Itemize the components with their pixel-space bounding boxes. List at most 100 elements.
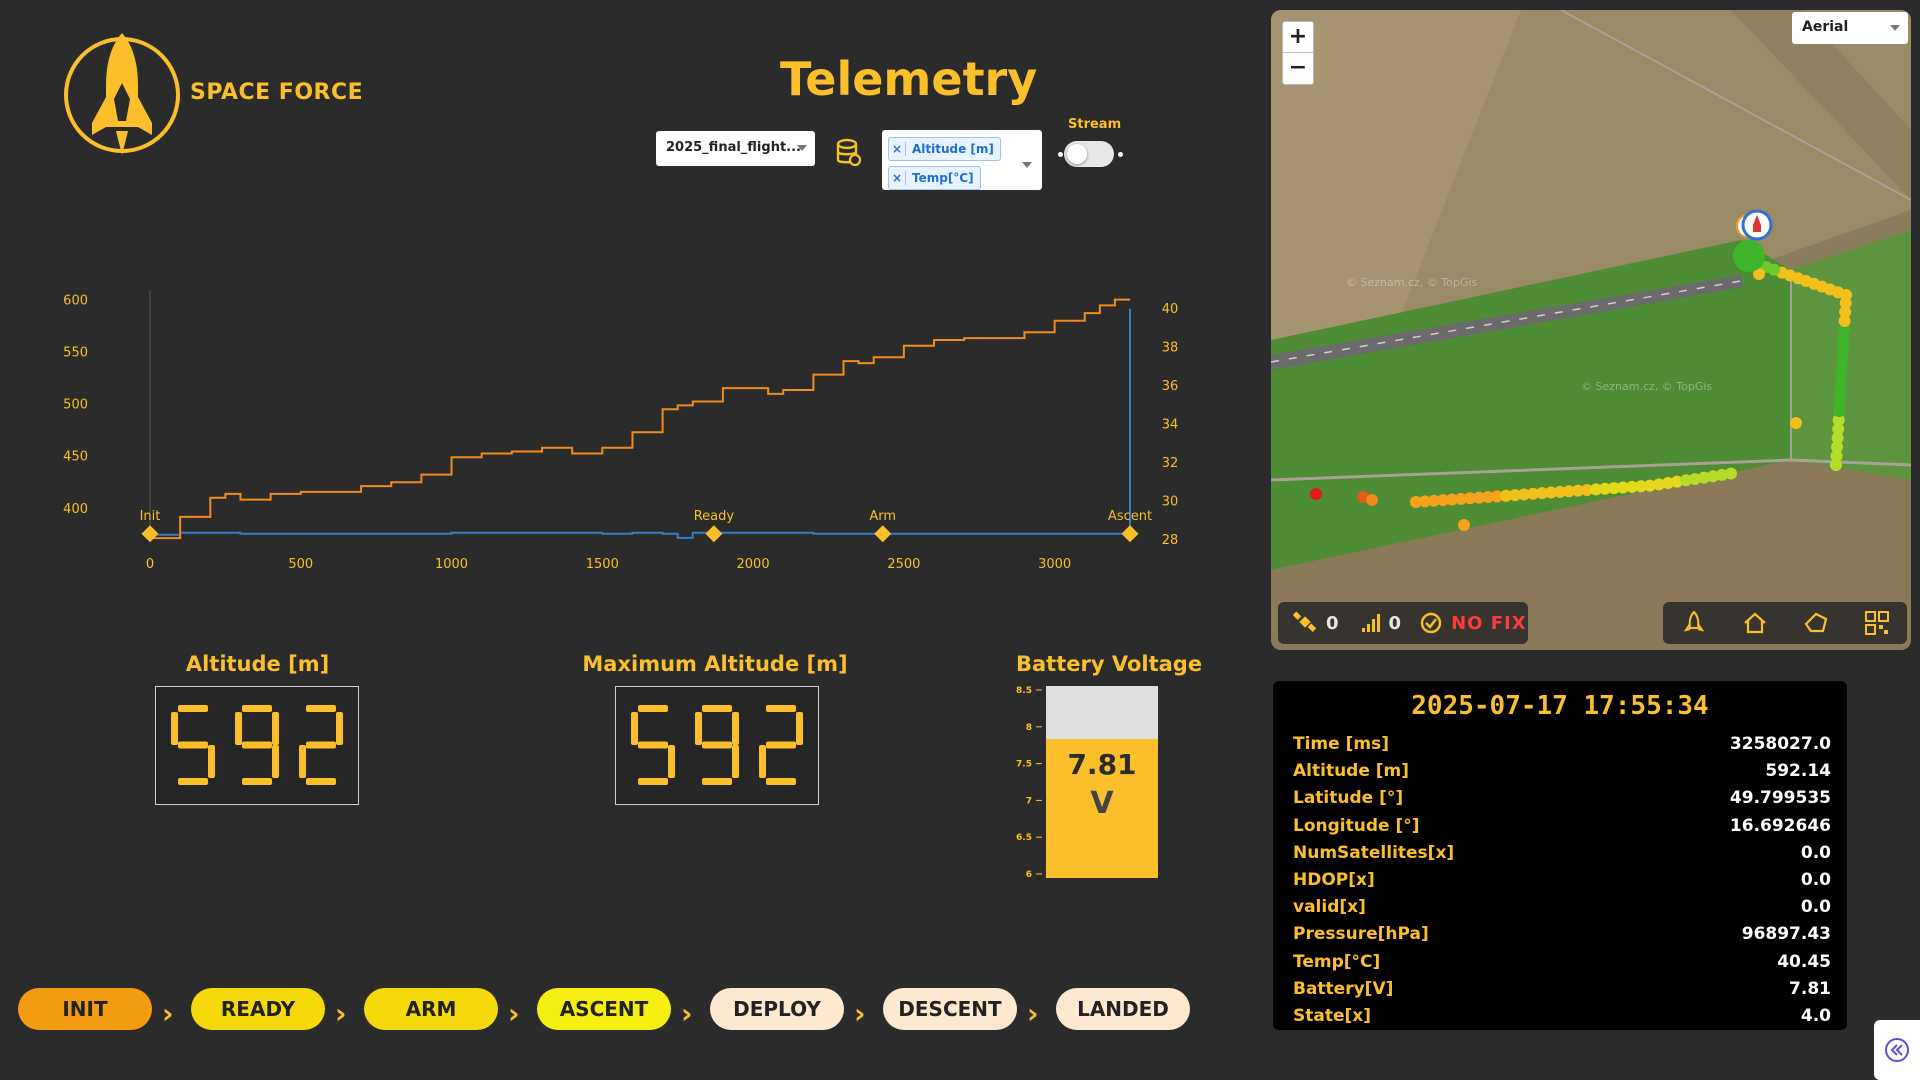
map-watermark: © Seznam.cz, © TopGis bbox=[1581, 380, 1712, 393]
track-point bbox=[1831, 432, 1844, 444]
state-deploy[interactable]: DEPLOY bbox=[710, 988, 844, 1030]
track-point bbox=[1518, 488, 1530, 501]
telemetry-key: Altitude [m] bbox=[1293, 761, 1410, 782]
state-marker-label: Init bbox=[140, 509, 161, 524]
x-tick-label: 2500 bbox=[887, 557, 920, 572]
state-marker[interactable] bbox=[705, 525, 723, 543]
track-point bbox=[1689, 472, 1701, 485]
track-point bbox=[1310, 488, 1322, 500]
x-tick-label: 2000 bbox=[737, 557, 770, 572]
battery-gauge: 7.81 V bbox=[1046, 686, 1158, 878]
telemetry-row: Longitude [°] 16.692646 bbox=[1293, 816, 1831, 843]
telemetry-value: 0.0 bbox=[1800, 870, 1831, 890]
segment bbox=[702, 778, 732, 785]
toggle-dot bbox=[1118, 152, 1123, 157]
track-point bbox=[1428, 494, 1440, 507]
telemetry-value: 592.14 bbox=[1765, 761, 1831, 782]
remove-chip-icon[interactable]: × bbox=[889, 171, 906, 185]
state-init[interactable]: INIT bbox=[18, 988, 152, 1030]
state-descent[interactable]: DESCENT bbox=[883, 988, 1017, 1030]
map-zoom-control: + − bbox=[1282, 21, 1314, 85]
segment bbox=[766, 705, 796, 712]
qr-code-icon[interactable] bbox=[1864, 610, 1890, 636]
track-point bbox=[1833, 396, 1846, 408]
battery-tick-label: 6 bbox=[1026, 870, 1032, 878]
state-marker-label: Ready bbox=[694, 509, 735, 524]
database-reload-icon[interactable] bbox=[836, 138, 862, 168]
track-point bbox=[1833, 405, 1846, 417]
altitude-label: Altitude [m] bbox=[185, 652, 330, 676]
map-type-select[interactable]: Aerial bbox=[1792, 12, 1908, 44]
state-marker[interactable] bbox=[874, 525, 892, 543]
track-point bbox=[1545, 486, 1557, 499]
altitude-seven-segment bbox=[171, 705, 343, 785]
zoom-out-button[interactable]: − bbox=[1288, 55, 1308, 80]
telemetry-row: Battery[V] 7.81 bbox=[1293, 979, 1831, 1006]
track-point bbox=[1790, 417, 1802, 429]
telemetry-value: 0.0 bbox=[1800, 842, 1831, 863]
state-ready[interactable]: READY bbox=[191, 988, 325, 1030]
track-point bbox=[1554, 485, 1566, 498]
home-icon[interactable] bbox=[1742, 610, 1768, 636]
track-point bbox=[1832, 414, 1845, 426]
telemetry-row: Time [ms] 3258027.0 bbox=[1293, 734, 1831, 761]
flight-file-select[interactable]: 2025_final_flight... bbox=[656, 131, 815, 166]
track-point bbox=[1509, 489, 1521, 502]
track-point bbox=[1839, 306, 1852, 318]
state-landed[interactable]: LANDED bbox=[1056, 988, 1190, 1030]
series-chip-temp[interactable]: × Temp[°C] bbox=[888, 166, 981, 190]
x-tick-label: 0 bbox=[146, 557, 154, 572]
satellite-count: 0 bbox=[1326, 612, 1339, 634]
telemetry-row: Temp[°C] 40.45 bbox=[1293, 952, 1831, 979]
segment bbox=[796, 712, 803, 745]
map-watermark: © Seznam.cz, © TopGis bbox=[1346, 276, 1477, 289]
segment bbox=[242, 778, 272, 785]
y-left-tick-label: 550 bbox=[63, 346, 88, 361]
state-arm[interactable]: ARM bbox=[364, 988, 498, 1030]
battery-unit: V bbox=[1090, 786, 1114, 821]
page-title: Telemetry bbox=[780, 52, 1038, 106]
battery-fill bbox=[1046, 739, 1158, 878]
telemetry-row: valid[x] 0.0 bbox=[1293, 897, 1831, 924]
zoom-in-button[interactable]: + bbox=[1283, 22, 1313, 53]
rocket-icon[interactable] bbox=[1681, 610, 1707, 636]
segment bbox=[631, 712, 638, 745]
segment bbox=[242, 705, 272, 712]
series-multiselect[interactable]: × Altitude [m] × Temp[°C] bbox=[882, 130, 1042, 190]
remove-chip-icon[interactable]: × bbox=[889, 142, 906, 156]
track-point bbox=[1635, 480, 1647, 493]
telemetry-key: NumSatellites[x] bbox=[1293, 842, 1455, 863]
telemetry-key: Temp[°C] bbox=[1293, 951, 1381, 972]
track-point bbox=[1834, 378, 1847, 390]
tag-pin-icon[interactable] bbox=[1803, 610, 1829, 636]
track-point bbox=[1834, 387, 1847, 399]
track-point bbox=[1581, 484, 1593, 497]
track-point bbox=[1626, 480, 1638, 493]
chevron-down-icon bbox=[797, 145, 807, 151]
telemetry-row: Latitude [°] 49.799535 bbox=[1293, 788, 1831, 815]
track-point bbox=[1832, 423, 1845, 435]
stream-toggle[interactable] bbox=[1064, 141, 1114, 167]
max-altitude-seven-segment bbox=[631, 705, 803, 785]
flight-map[interactable]: © Seznam.cz, © TopGis © Seznam.cz, © Top… bbox=[1271, 10, 1911, 650]
telemetry-value: 96897.43 bbox=[1741, 924, 1831, 945]
segment bbox=[242, 741, 272, 749]
state-ascent[interactable]: ASCENT bbox=[537, 988, 671, 1030]
track-point bbox=[1419, 495, 1431, 508]
series-chip-label: Temp[°C] bbox=[912, 171, 974, 185]
telemetry-row: Altitude [m] 592.14 bbox=[1293, 761, 1831, 788]
state-marker-label: Ascent bbox=[1108, 509, 1152, 524]
track-point bbox=[1698, 471, 1710, 484]
track-point bbox=[1599, 482, 1611, 495]
space-force-logo bbox=[64, 33, 180, 155]
signal-count: 0 bbox=[1388, 612, 1402, 634]
y-right-tick-label: 32 bbox=[1162, 456, 1179, 471]
segment bbox=[766, 778, 796, 785]
track-point bbox=[1437, 494, 1449, 507]
collapse-panel-button[interactable] bbox=[1874, 1020, 1920, 1080]
series-chip-altitude[interactable]: × Altitude [m] bbox=[888, 137, 1001, 161]
segment bbox=[668, 745, 675, 778]
state-marker[interactable] bbox=[141, 525, 159, 543]
state-marker[interactable] bbox=[1121, 525, 1139, 543]
x-tick-label: 3000 bbox=[1038, 557, 1071, 572]
